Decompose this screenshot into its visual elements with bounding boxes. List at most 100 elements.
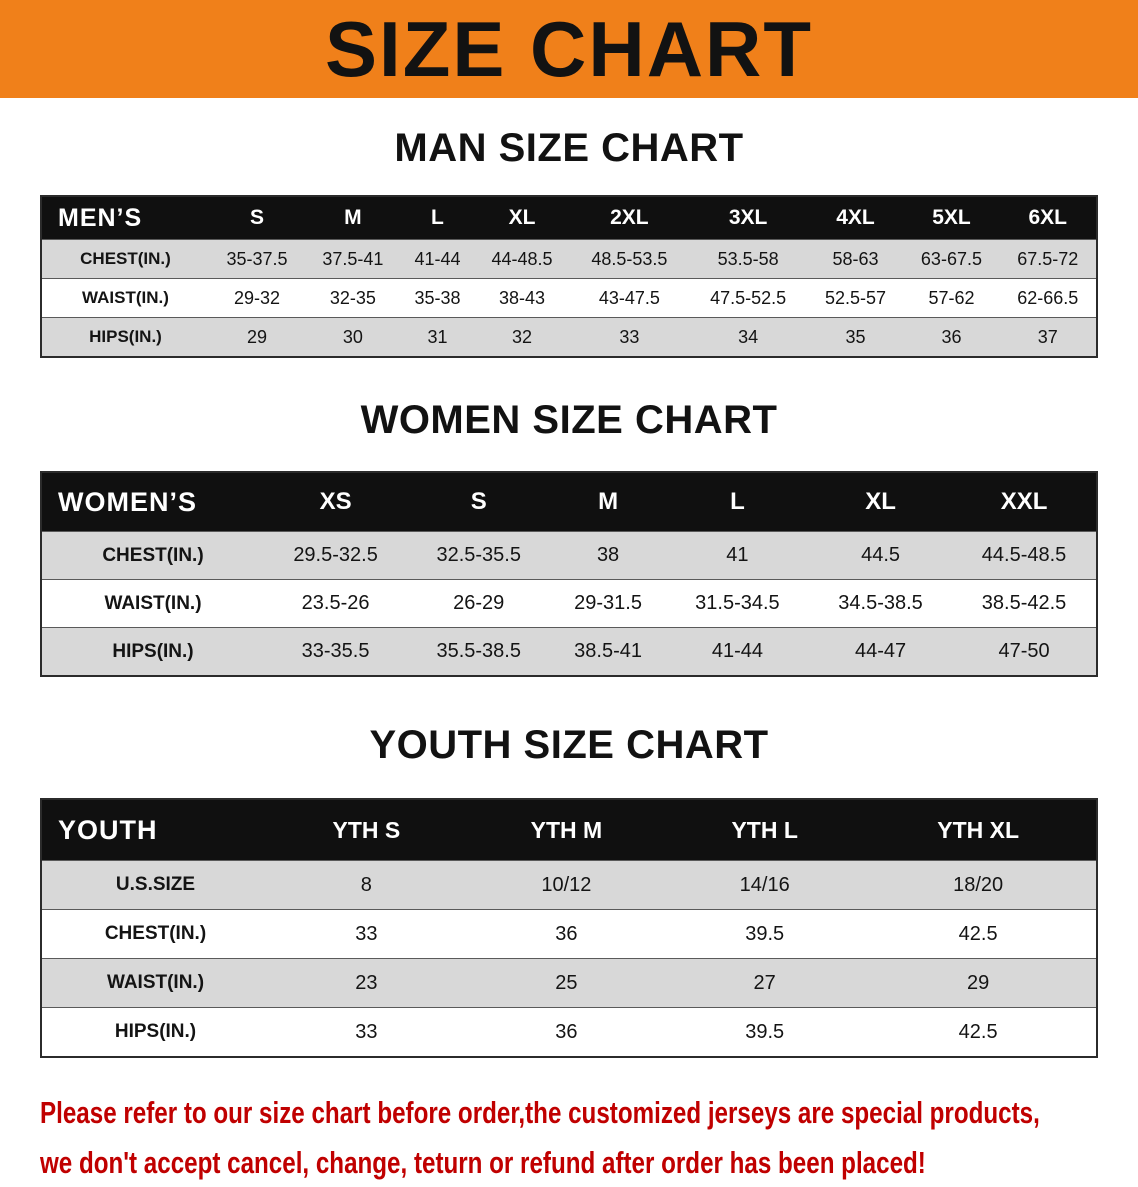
- mens-size-table: MEN’S S M L XL 2XL 3XL 4XL 5XL 6XL CHEST(IN.) 35-37…: [40, 195, 1098, 358]
- size-value-cell: 29.5-32.5: [264, 531, 408, 580]
- size-value-cell: 52.5-57: [807, 278, 904, 318]
- size-header-cell: XL: [808, 472, 953, 532]
- size-value-cell: 14/16: [669, 860, 861, 910]
- table-row: HIPS(IN.) 29 30 31 32 33 34 35 36 37: [41, 317, 1097, 357]
- size-value-cell: 58-63: [807, 239, 904, 279]
- size-value-cell: 42.5: [860, 1007, 1097, 1057]
- table-row: CHEST(IN.) 35-37.5 37.5-41 41-44 44-48.5 48.5…: [41, 239, 1097, 279]
- row-label-cell: CHEST(IN.): [41, 239, 209, 279]
- youth-size-table: YOUTH YTH S YTH M YTH L YTH XL U.S.SIZE 8 10/12…: [40, 798, 1098, 1058]
- disclaimer-line-1: Please refer to our size chart before or…: [40, 1095, 1040, 1130]
- women-section-heading: WOMEN SIZE CHART: [360, 398, 778, 442]
- size-value-cell: 36: [903, 317, 1000, 357]
- size-value-cell: 44.5-48.5: [952, 531, 1097, 580]
- size-value-cell: 42.5: [860, 909, 1097, 959]
- size-value-cell: 32.5-35.5: [407, 531, 551, 580]
- table-row: WAIST(IN.) 23 25 27 29: [41, 958, 1097, 1008]
- size-value-cell: 38.5-41: [550, 627, 666, 676]
- size-value-cell: 18/20: [860, 860, 1097, 910]
- size-header-cell: 6XL: [999, 196, 1097, 240]
- size-header-cell: 3XL: [688, 196, 808, 240]
- size-value-cell: 47-50: [952, 627, 1097, 676]
- size-value-cell: 8: [269, 860, 464, 910]
- row-label-cell: WAIST(IN.): [41, 958, 269, 1008]
- table-row: WAIST(IN.) 23.5-26 26-29 29-31.5 31.5-34.5 34…: [41, 579, 1097, 628]
- womens-size-table: WOMEN’S XS S M L XL XXL CHEST(IN.) 29.5-32.5 32.5…: [40, 471, 1098, 677]
- size-value-cell: 33: [569, 317, 689, 357]
- table-row: CHEST(IN.) 33 36 39.5 42.5: [41, 909, 1097, 959]
- size-value-cell: 37.5-41: [304, 239, 401, 279]
- size-value-cell: 62-66.5: [999, 278, 1097, 318]
- row-label-cell: HIPS(IN.): [41, 627, 264, 676]
- size-value-cell: 36: [463, 909, 670, 959]
- size-header-cell: M: [304, 196, 401, 240]
- size-value-cell: 67.5-72: [999, 239, 1097, 279]
- row-label-cell: U.S.SIZE: [41, 860, 269, 910]
- size-chart-banner: SIZE CHART: [0, 0, 1138, 98]
- size-header-cell: 2XL: [569, 196, 689, 240]
- table-row: U.S.SIZE 8 10/12 14/16 18/20: [41, 860, 1097, 910]
- size-value-cell: 30: [304, 317, 401, 357]
- size-value-cell: 38-43: [474, 278, 570, 318]
- size-value-cell: 23: [269, 958, 464, 1008]
- size-value-cell: 48.5-53.5: [569, 239, 689, 279]
- size-header-cell: YTH XL: [860, 799, 1097, 861]
- size-header-cell: YTH L: [669, 799, 861, 861]
- size-header-cell: XS: [264, 472, 408, 532]
- size-value-cell: 41-44: [665, 627, 809, 676]
- youth-size-section: YOUTH SIZE CHART YOUTH YTH S YTH M YTH L YTH…: [0, 677, 1138, 1058]
- size-value-cell: 35: [807, 317, 904, 357]
- size-value-cell: 27: [669, 958, 861, 1008]
- size-value-cell: 37: [999, 317, 1097, 357]
- size-value-cell: 38.5-42.5: [952, 579, 1097, 628]
- size-value-cell: 10/12: [463, 860, 670, 910]
- size-value-cell: 32-35: [304, 278, 401, 318]
- size-value-cell: 35-38: [400, 278, 475, 318]
- table-title-cell: WOMEN’S: [41, 472, 264, 532]
- size-header-cell: YTH S: [269, 799, 464, 861]
- size-value-cell: 35.5-38.5: [407, 627, 551, 676]
- size-header-cell: S: [209, 196, 305, 240]
- size-value-cell: 25: [463, 958, 670, 1008]
- size-value-cell: 31.5-34.5: [665, 579, 809, 628]
- size-value-cell: 41-44: [400, 239, 475, 279]
- size-value-cell: 57-62: [903, 278, 1000, 318]
- row-label-cell: WAIST(IN.): [41, 579, 264, 628]
- size-value-cell: 33: [269, 1007, 464, 1057]
- table-title-cell: MEN’S: [41, 196, 209, 240]
- size-header-cell: 5XL: [903, 196, 1000, 240]
- row-label-cell: WAIST(IN.): [41, 278, 209, 318]
- size-value-cell: 35-37.5: [209, 239, 305, 279]
- men-section-heading: MAN SIZE CHART: [394, 126, 744, 170]
- size-value-cell: 29-31.5: [550, 579, 666, 628]
- size-value-cell: 36: [463, 1007, 670, 1057]
- size-value-cell: 32: [474, 317, 570, 357]
- size-header-cell: XXL: [952, 472, 1097, 532]
- disclaimer-line-2: we don't accept cancel, change, teturn o…: [40, 1144, 926, 1180]
- table-header-row: MEN’S S M L XL 2XL 3XL 4XL 5XL 6XL: [41, 196, 1097, 240]
- row-label-cell: HIPS(IN.): [41, 1007, 269, 1057]
- disclaimer-note: Please refer to our size chart before or…: [40, 1088, 1138, 1187]
- size-value-cell: 34: [688, 317, 808, 357]
- women-size-section: WOMEN SIZE CHART WOMEN’S XS S M L XL XXL CHEST(…: [0, 358, 1138, 677]
- size-value-cell: 26-29: [407, 579, 551, 628]
- size-header-cell: XL: [474, 196, 570, 240]
- size-value-cell: 38: [550, 531, 666, 580]
- size-value-cell: 33: [269, 909, 464, 959]
- size-header-cell: S: [407, 472, 551, 532]
- men-size-section: MAN SIZE CHART MEN’S S M L XL 2XL 3XL 4XL 5XL 6XL…: [0, 98, 1138, 358]
- table-header-row: WOMEN’S XS S M L XL XXL: [41, 472, 1097, 532]
- size-value-cell: 23.5-26: [264, 579, 408, 628]
- size-value-cell: 39.5: [669, 1007, 861, 1057]
- table-row: HIPS(IN.) 33 36 39.5 42.5: [41, 1007, 1097, 1057]
- size-header-cell: YTH M: [463, 799, 670, 861]
- table-row: WAIST(IN.) 29-32 32-35 35-38 38-43 43-47.5 47.…: [41, 278, 1097, 318]
- size-value-cell: 44-47: [808, 627, 953, 676]
- size-value-cell: 44.5: [808, 531, 953, 580]
- size-value-cell: 41: [665, 531, 809, 580]
- size-value-cell: 29: [860, 958, 1097, 1008]
- size-header-cell: L: [400, 196, 475, 240]
- size-value-cell: 53.5-58: [688, 239, 808, 279]
- table-title-cell: YOUTH: [41, 799, 269, 861]
